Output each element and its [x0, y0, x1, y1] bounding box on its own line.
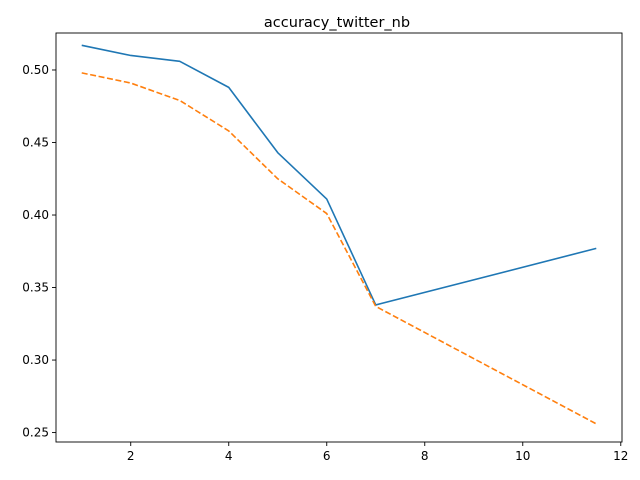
y-tick-label: 0.50	[22, 63, 49, 77]
y-tick-label: 0.35	[22, 281, 49, 295]
x-tick-label: 10	[515, 449, 530, 463]
chart-title: accuracy_twitter_nb	[264, 15, 410, 31]
y-tick-label: 0.25	[22, 426, 49, 440]
x-tick-label: 6	[323, 449, 331, 463]
series-layer	[81, 44, 597, 425]
axes-layer: 2 4 6 8 10 12 0.25 0.30 0.35 0.40 0.45 0.50	[22, 32, 628, 463]
x-tick-label: 4	[225, 449, 233, 463]
x-tick-label: 12	[613, 449, 628, 463]
y-tick-label: 0.40	[22, 208, 49, 222]
series-2-line	[81, 72, 597, 425]
y-tick-label: 0.30	[22, 353, 49, 367]
series-1-line	[81, 44, 597, 306]
x-tick-label: 8	[421, 449, 429, 463]
x-tick-label: 2	[127, 449, 135, 463]
axes-frame	[55, 32, 623, 443]
y-tick-label: 0.45	[22, 136, 49, 150]
